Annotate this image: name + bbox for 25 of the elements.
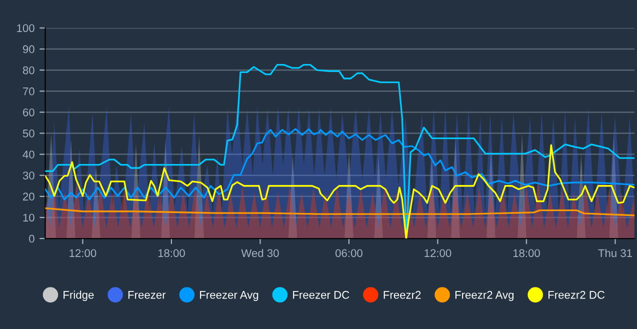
y-tick-label: 30: [22, 172, 34, 180]
y-tick-label: 70: [23, 87, 34, 96]
x-tick-label: 06:00: [335, 249, 362, 258]
x-tick-label: Thu 31: [598, 248, 632, 258]
x-tick-label: Wed 30: [241, 248, 279, 258]
y-tick-label: 100: [17, 24, 34, 32]
legend-label: Fridge: [64, 290, 94, 301]
y-tick-label: 0: [29, 234, 34, 243]
y-tick-label: 60: [23, 108, 34, 116]
y-tick-label: 40: [22, 150, 34, 158]
y-tick-label: 10: [23, 214, 34, 222]
y-tick-label: 50: [22, 130, 34, 138]
legend-label: Freezer: [128, 291, 166, 299]
x-tick-label: 12:00: [424, 249, 452, 258]
x-tick-label: 18:00: [158, 249, 185, 258]
legend-label: Freezer Avg: [200, 291, 258, 301]
y-tick-label: 80: [22, 66, 34, 74]
x-tick-label: 18:00: [513, 249, 540, 258]
legend-label: Freezr2 DC: [548, 290, 605, 299]
legend-label: Freezr2: [384, 290, 421, 299]
x-tick-label: 12:00: [70, 249, 96, 258]
y-tick-label: 20: [23, 192, 34, 201]
legend-label: Freezer DC: [293, 290, 350, 299]
y-tick-label: 90: [22, 45, 34, 54]
legend-label: Freezr2 Avg: [455, 290, 514, 301]
